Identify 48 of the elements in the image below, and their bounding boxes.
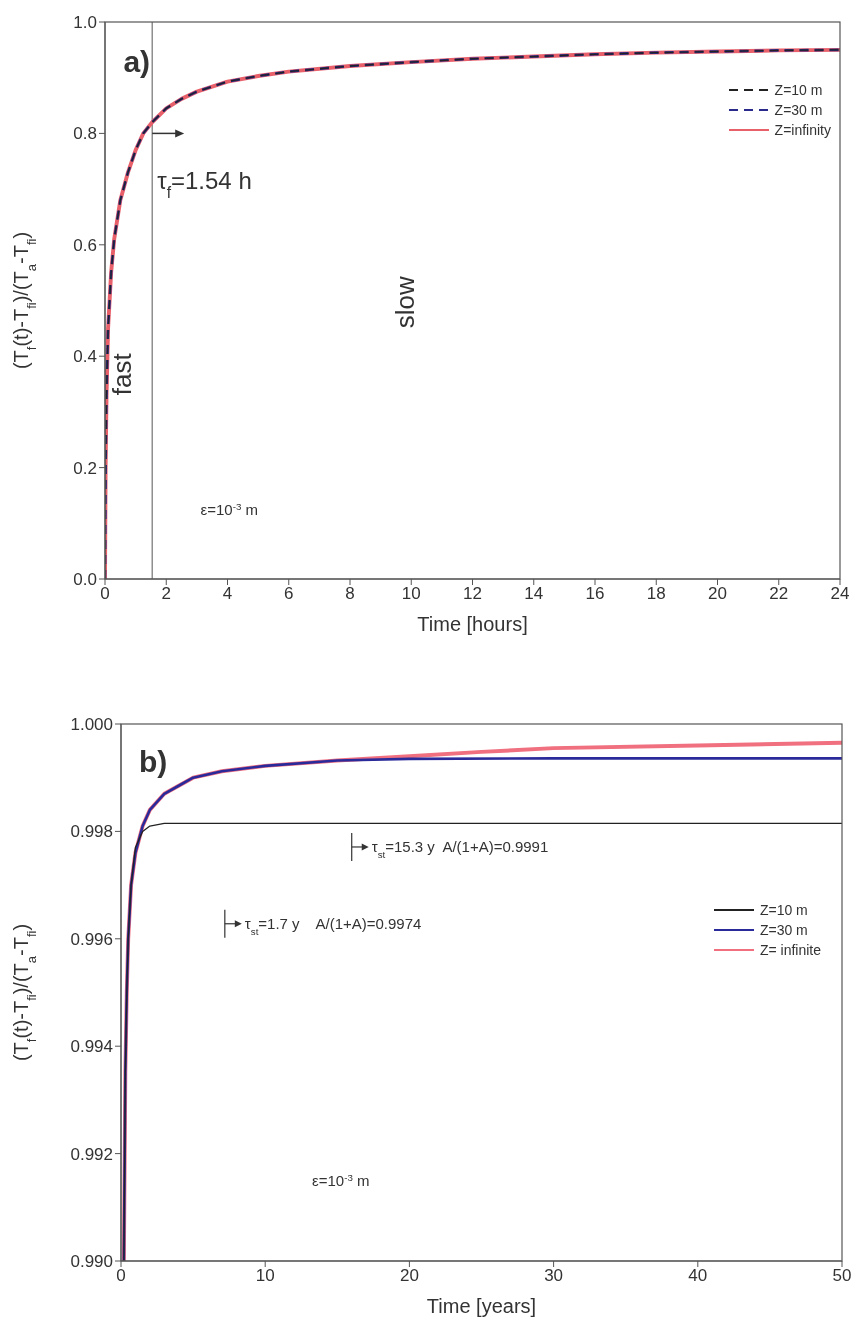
annotation: slow <box>389 276 420 329</box>
y-tick-label: 0.994 <box>70 1037 113 1057</box>
x-tick-label: 22 <box>769 584 789 604</box>
legend-label: Z=infinity <box>774 122 831 138</box>
annotation: fast <box>106 352 137 396</box>
y-tick-label: 0.0 <box>73 570 97 590</box>
annotation: b) <box>139 745 168 779</box>
annotation: τ$_{st}$=15.3 y A/(1+A)=0.9991 <box>371 837 549 860</box>
x-tick-label: 2 <box>161 584 171 604</box>
annotation: τ$_{st}$=1.7 y A/(1+A)=0.9974 <box>244 914 422 937</box>
y-tick-label: 0.996 <box>70 929 113 949</box>
y-tick-label: 0.2 <box>73 458 97 478</box>
y-tick-label: 0.998 <box>70 822 113 842</box>
x-tick-label: 4 <box>222 584 233 604</box>
x-tick-label: 16 <box>585 584 605 604</box>
y-tick-label: 0.992 <box>70 1144 113 1164</box>
legend-label: Z= infinite <box>759 942 821 958</box>
x-tick-label: 24 <box>830 584 850 604</box>
y-tick-label: 0.6 <box>73 235 97 255</box>
x-tick-label: 14 <box>524 584 544 604</box>
x-tick-label: 0 <box>116 1266 126 1286</box>
annotation: ε=10$^{-3}$ m <box>200 500 259 518</box>
y-tick-label: 1.000 <box>70 715 113 735</box>
y-tick-label: 0.4 <box>73 347 97 367</box>
x-tick-label: 12 <box>463 584 482 604</box>
x-tick-label: 10 <box>255 1266 275 1286</box>
x-axis-title: Time [hours] <box>417 613 528 635</box>
annotation: ε=10$^{-3}$ m <box>312 1171 370 1189</box>
legend-label: Z=10 m <box>774 82 823 98</box>
x-tick-label: 8 <box>345 584 355 604</box>
x-tick-label: 20 <box>399 1266 419 1286</box>
x-tick-label: 6 <box>284 584 294 604</box>
legend-label: Z=30 m <box>759 922 808 938</box>
x-axis-title: Time [years] <box>426 1295 537 1317</box>
y-tick-label: 0.8 <box>73 124 97 144</box>
ref-line-label: τ$_{f}$=1.54 h <box>157 167 252 201</box>
x-tick-label: 40 <box>688 1266 708 1286</box>
legend-label: Z=10 m <box>759 902 808 918</box>
x-tick-label: 50 <box>832 1266 851 1286</box>
x-tick-label: 18 <box>646 584 666 604</box>
x-tick-label: 0 <box>100 584 110 604</box>
y-tick-label: 0.990 <box>70 1252 113 1272</box>
y-tick-label: 1.0 <box>73 13 97 33</box>
x-tick-label: 10 <box>401 584 421 604</box>
x-tick-label: 30 <box>544 1266 564 1286</box>
x-tick-label: 20 <box>708 584 727 604</box>
annotation: a) <box>123 45 151 79</box>
legend-label: Z=30 m <box>774 102 823 118</box>
